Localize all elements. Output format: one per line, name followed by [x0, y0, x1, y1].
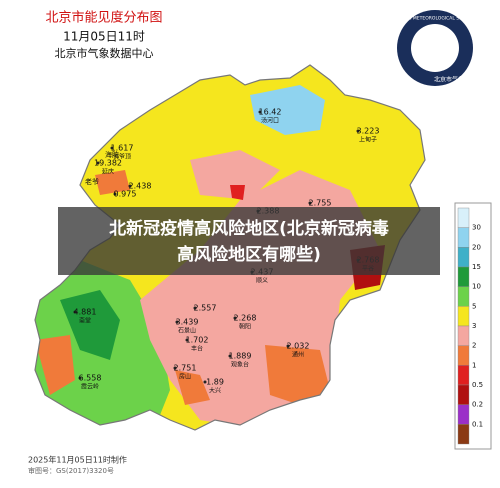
- legend-swatch: [457, 404, 470, 425]
- station-name: 观象台: [231, 361, 249, 369]
- station-value: 1.889: [229, 352, 252, 361]
- legend-swatch: [457, 227, 470, 248]
- station-value: 2.755: [309, 199, 332, 208]
- legend-label: 5: [472, 302, 476, 310]
- legend-swatch: [457, 207, 470, 228]
- station-value: 2.268: [234, 314, 257, 323]
- station-value: 19.382: [94, 159, 122, 168]
- station-dot: [110, 146, 114, 150]
- station-dot: [173, 366, 177, 370]
- station-name: 房山: [179, 373, 191, 381]
- station-dot: [175, 320, 179, 324]
- station-value: 1.89: [206, 378, 224, 387]
- footer-made: 2025年11月05日11时制作: [28, 455, 127, 465]
- legend-swatch: [457, 384, 470, 405]
- station-value: 3.439: [176, 318, 199, 327]
- legend-label: 1: [472, 361, 476, 369]
- station-dot: [308, 201, 312, 205]
- place-name: 海陀: [105, 150, 119, 159]
- map-time: 11月05日11时: [63, 30, 145, 44]
- station-dot: [233, 316, 237, 320]
- station-dot: [203, 380, 207, 384]
- legend-swatch: [457, 424, 470, 445]
- legend-swatch: [457, 306, 470, 327]
- legend-label: 2: [472, 342, 476, 350]
- logo-text-en: BEIJING METEOROLOGICAL SERVICE: [395, 16, 476, 22]
- station-dot: [193, 306, 197, 310]
- legend-swatch: [457, 365, 470, 386]
- station-dot: [128, 184, 132, 188]
- logo-text-cn: 北京市气象台: [434, 76, 470, 84]
- station-value: 2.557: [194, 304, 217, 313]
- legend-swatch: [457, 266, 470, 287]
- station-dot: [78, 376, 82, 380]
- station-value: 2.438: [129, 182, 152, 191]
- station-dot: [228, 354, 232, 358]
- station-dot: [96, 161, 100, 165]
- station-name: 霞云岭: [81, 383, 99, 391]
- banner-line: 高风险地区有哪些): [177, 244, 321, 265]
- legend-swatch: [457, 286, 470, 307]
- station-dot: [185, 338, 189, 342]
- station-dot: [258, 110, 262, 114]
- legend-label: 0.5: [472, 381, 483, 389]
- station-name: 朝阳: [239, 323, 251, 331]
- logo: BEIJING METEOROLOGICAL SERVICE 北京市气象台: [395, 10, 476, 86]
- station-value: 16.42: [259, 108, 282, 117]
- station-value: 6.558: [79, 374, 102, 383]
- station-value: 2.751: [174, 364, 197, 373]
- place-name: 老爷: [85, 177, 99, 186]
- station-value: 2.032: [287, 342, 310, 351]
- station-name: 大兴: [209, 387, 221, 395]
- station-dot: [113, 192, 117, 196]
- legend-label: 3: [472, 322, 476, 330]
- legend-label: 10: [472, 283, 481, 291]
- station-name: 上甸子: [359, 136, 377, 144]
- legend: 30 20 15 10 5 3 2 1 0.5 0.2 0.1: [457, 207, 483, 445]
- map-source: 北京市气象数据中心: [55, 46, 154, 60]
- legend-swatch: [457, 345, 470, 366]
- legend-swatch: [457, 247, 470, 268]
- station-name: 丰台: [191, 345, 203, 353]
- station-value: 3.223: [357, 127, 380, 136]
- legend-label: 15: [472, 263, 481, 271]
- legend-label: 0.2: [472, 401, 483, 409]
- legend-swatch: [457, 325, 470, 346]
- banner-bg: [58, 207, 440, 275]
- station-dot: [73, 310, 77, 314]
- station-name: 石景山: [178, 327, 196, 335]
- banner-line: 北新冠疫情高风险地区(北京新冠病毒: [109, 218, 389, 239]
- station-name: 通州: [292, 351, 304, 359]
- station-dot: [286, 344, 290, 348]
- station-value: 1.617: [111, 144, 134, 153]
- station-name: 斋堂: [79, 317, 91, 325]
- footer-approval: 审图号：GS(2017)3320号: [28, 466, 114, 475]
- station-value: 0.975: [114, 190, 137, 199]
- map-title: 北京市能见度分布图: [45, 10, 162, 26]
- station-value: 1.702: [186, 336, 209, 345]
- legend-label: 0.1: [472, 420, 483, 428]
- legend-label: 20: [472, 243, 481, 251]
- station-value: 4.881: [74, 308, 97, 317]
- station-name: 顺义: [256, 278, 268, 285]
- station-name: 延庆: [102, 168, 114, 176]
- station-name: 佛爷顶: [113, 153, 131, 161]
- legend-label: 30: [472, 224, 481, 232]
- station-dot: [356, 129, 360, 133]
- station-name: 汤河口: [261, 117, 279, 125]
